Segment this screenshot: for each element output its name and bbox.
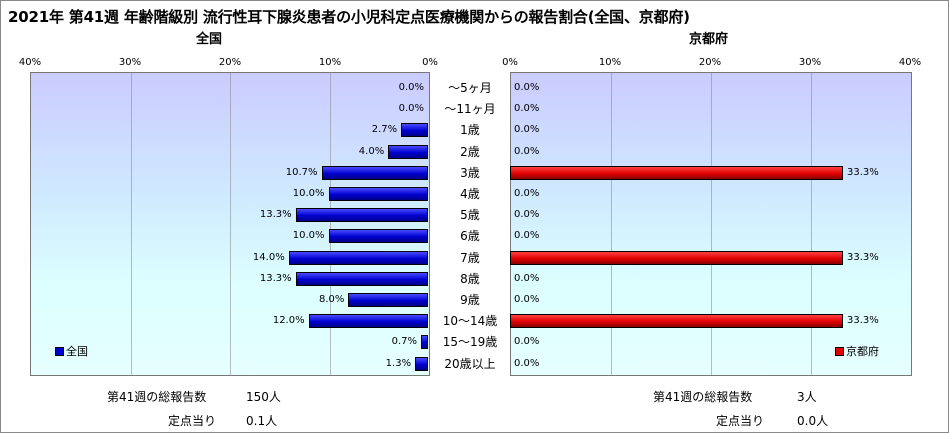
right-axis-tick: 40% <box>898 57 922 68</box>
right-plot-area <box>510 72 912 376</box>
national-bar <box>348 293 428 307</box>
national-value-label: 10.0% <box>292 230 325 242</box>
kyoto-bar <box>510 314 843 329</box>
legend-right: 京都府 <box>835 343 879 359</box>
category-label: 10～14歳 <box>442 314 498 329</box>
national-value-label: 8.0% <box>319 294 345 305</box>
national-bar <box>328 229 428 244</box>
category-label: 20歳以上 <box>444 356 496 371</box>
national-value-label: 13.3% <box>259 209 292 221</box>
left-axis-tick: 0% <box>422 57 438 68</box>
right-axis-tick: 30% <box>798 57 822 68</box>
national-value-label: 10.7% <box>285 166 318 178</box>
category-label: 15～19歳 <box>442 335 498 350</box>
national-bar <box>388 144 428 159</box>
kyoto-bar <box>510 250 843 265</box>
footer-left-per-value: 0.1人 <box>246 414 278 428</box>
kyoto-value-label: 0.0% <box>514 357 540 369</box>
kyoto-value-label: 33.3% <box>847 251 879 263</box>
national-bar <box>295 271 428 286</box>
footer-left-per-label: 定点当り <box>168 414 217 428</box>
kyoto-value-label: 0.0% <box>514 336 540 348</box>
national-bar <box>401 123 428 138</box>
category-label: 9歳 <box>460 293 480 307</box>
left-gridline <box>230 73 231 375</box>
footer-right-total-label: 第41週の総報告数 <box>653 390 753 404</box>
footer-left-total-value: 150人 <box>246 390 281 404</box>
category-label: 7歳 <box>460 250 480 265</box>
footer-right-per-value: 0.0人 <box>797 414 829 428</box>
national-value-label: 0.0% <box>398 103 424 115</box>
kyoto-value-label: 0.0% <box>514 209 540 221</box>
national-bar <box>415 356 428 371</box>
kyoto-value-label: 0.0% <box>514 188 540 199</box>
kyoto-value-label: 0.0% <box>514 103 540 115</box>
national-bar <box>295 208 428 223</box>
category-label: 6歳 <box>460 229 480 244</box>
chart-title: 2021年 第41週 年齢階級別 流行性耳下腺炎患者の小児科定点医療機関からの報… <box>8 8 690 26</box>
national-value-label: 0.0% <box>398 82 424 93</box>
left-axis-tick: 40% <box>18 57 42 68</box>
right-gridline <box>611 73 612 375</box>
footer-right-total-value: 3人 <box>797 390 817 404</box>
kyoto-value-label: 0.0% <box>514 145 540 157</box>
national-bar <box>288 250 428 265</box>
kyoto-value-label: 33.3% <box>847 166 879 178</box>
category-label: 8歳 <box>460 271 480 286</box>
national-bar <box>328 187 428 201</box>
kyoto-value-label: 0.0% <box>514 230 540 242</box>
legend-swatch-red <box>835 346 844 356</box>
national-value-label: 14.0% <box>252 251 285 263</box>
kyoto-value-label: 33.3% <box>847 315 879 327</box>
category-label: ～11ヶ月 <box>444 102 496 117</box>
category-label: 5歳 <box>460 208 480 223</box>
category-label: 4歳 <box>460 187 480 201</box>
kyoto-value-label: 0.0% <box>514 272 540 284</box>
legend-label-right: 京都府 <box>846 345 879 358</box>
kyoto-value-label: 0.0% <box>514 294 540 305</box>
left-gridline <box>329 73 331 375</box>
right-axis-tick: 10% <box>598 57 622 68</box>
left-axis-tick: 10% <box>318 57 342 68</box>
national-value-label: 0.7% <box>391 336 418 348</box>
national-value-label: 1.3% <box>385 357 412 369</box>
right-axis-tick: 0% <box>502 57 518 68</box>
left-axis-tick: 20% <box>218 57 242 68</box>
kyoto-value-label: 0.0% <box>514 82 540 93</box>
right-panel-title: 京都府 <box>689 32 729 47</box>
right-gridline <box>711 73 712 375</box>
legend-left: 全国 <box>55 343 88 359</box>
right-gridline <box>811 73 812 375</box>
national-bar <box>308 314 428 329</box>
legend-label-left: 全国 <box>66 345 88 358</box>
national-value-label: 2.7% <box>371 124 398 136</box>
right-axis-tick: 20% <box>698 57 722 68</box>
kyoto-bar <box>510 165 843 180</box>
footer-right-per-label: 定点当り <box>716 414 765 428</box>
national-bar <box>321 165 428 180</box>
category-label: 3歳 <box>460 165 480 180</box>
left-axis-tick: 30% <box>118 57 142 68</box>
category-label: ～5ヶ月 <box>448 81 492 95</box>
category-label: 1歳 <box>460 123 480 138</box>
footer-left-total-label: 第41週の総報告数 <box>107 390 207 404</box>
category-label: 2歳 <box>460 144 480 159</box>
national-value-label: 10.0% <box>292 188 325 199</box>
left-panel-title: 全国 <box>196 32 223 47</box>
national-value-label: 12.0% <box>272 315 305 327</box>
national-value-label: 4.0% <box>358 145 385 157</box>
left-plot-area <box>30 72 430 376</box>
kyoto-value-label: 0.0% <box>514 124 540 136</box>
national-value-label: 13.3% <box>259 272 292 284</box>
legend-swatch-blue <box>55 346 64 356</box>
national-bar <box>421 335 428 350</box>
left-gridline <box>130 73 132 375</box>
